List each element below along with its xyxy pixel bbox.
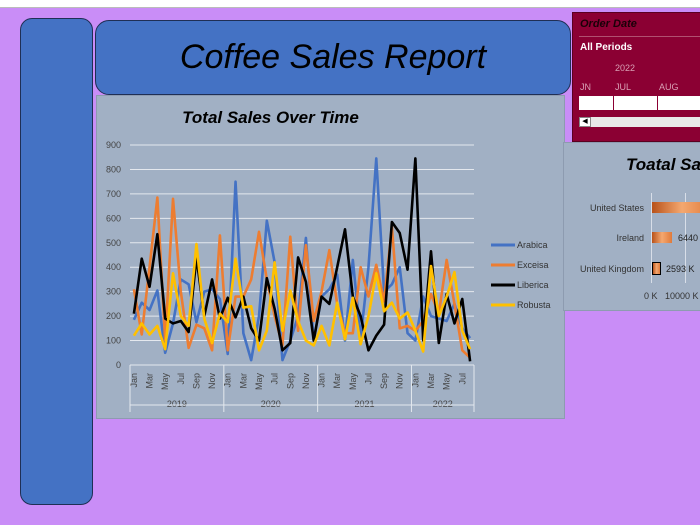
legend-label: Robusta	[517, 300, 551, 310]
country-bar	[652, 262, 661, 275]
y-tick-label: 300	[106, 287, 121, 297]
x-tick-label: Mar	[238, 373, 248, 389]
country-bar	[652, 232, 672, 243]
slicer-divider	[579, 36, 700, 37]
year-label: 2021	[355, 399, 375, 409]
year-label: 2019	[167, 399, 187, 409]
column-ruler	[0, 0, 700, 8]
slicer-month[interactable]: AUG	[659, 82, 679, 92]
report-title: Coffee Sales Report	[179, 38, 487, 76]
y-tick-label: 700	[106, 189, 121, 199]
line-chart-svg: 0 100 200 300 400 500 600 700 800 900 Jan Mar May Jul…	[106, 140, 551, 412]
slicer-year: 2022	[615, 63, 636, 73]
slicer-selection: All Periods	[580, 42, 633, 53]
x-tick-label: Jan	[317, 373, 327, 388]
axis-tick: 10000 K	[665, 291, 699, 301]
x-tick-label: May	[348, 373, 358, 391]
country-label: United Kingdom	[579, 264, 644, 274]
y-tick-label: 100	[106, 336, 121, 346]
x-tick-label: Nov	[301, 373, 311, 390]
x-tick-label: Jul	[457, 373, 467, 385]
navigation-panel	[20, 18, 93, 505]
x-tick-label: Jul	[176, 373, 186, 385]
slicer-scrollbar[interactable]: ◀	[579, 117, 700, 127]
y-tick-label: 200	[106, 311, 121, 321]
x-tick-label: May	[254, 373, 264, 391]
x-tick-label: Jan	[129, 373, 139, 388]
country-value: 6440	[678, 233, 699, 243]
chart-title: Total Sales Over Time	[182, 108, 359, 127]
series-line-robusta	[132, 242, 472, 353]
slicer-timeline-cells[interactable]	[579, 96, 700, 110]
country-chart-title: Toatal Sa	[626, 155, 700, 174]
country-bar	[652, 202, 700, 213]
legend-label: Arabica	[517, 240, 548, 250]
x-tick-label: Mar	[332, 373, 342, 389]
country-label: Ireland	[616, 233, 644, 243]
y-tick-label: 900	[106, 140, 121, 150]
x-tick-label: May	[442, 373, 452, 391]
x-tick-label: Sep	[285, 373, 295, 389]
x-tick-label: Mar	[145, 373, 155, 389]
total-sales-by-country-chart[interactable]: Toatal Sa United States Ireland 6440 Uni…	[563, 142, 700, 311]
x-tick-label: Jan	[223, 373, 233, 388]
legend-label: Exceisa	[517, 260, 549, 270]
order-date-slicer[interactable]: Order Date All Periods 2022 JN JUL AUG ◀	[572, 12, 700, 142]
sales-over-time-chart[interactable]: Total Sales Over Time 0 100 200 300 400 500 60…	[96, 95, 565, 419]
y-tick-label: 400	[106, 262, 121, 272]
x-tick-label: Jul	[363, 373, 373, 385]
x-tick-label: Jan	[410, 373, 420, 388]
x-tick-label: Jul	[270, 373, 280, 385]
x-tick-label: Sep	[191, 373, 201, 389]
slicer-header: Order Date	[580, 18, 637, 30]
country-value: 2593 K	[666, 264, 695, 274]
x-tick-label: Nov	[207, 373, 217, 390]
y-tick-label: 800	[106, 164, 121, 174]
report-title-box: Coffee Sales Report	[95, 20, 571, 95]
x-tick-label: May	[160, 373, 170, 391]
slicer-month[interactable]: JN	[580, 82, 591, 92]
axis-tick: 0 K	[644, 291, 658, 301]
year-label: 2022	[433, 399, 453, 409]
scroll-left-icon[interactable]: ◀	[579, 117, 591, 127]
y-tick-label: 500	[106, 238, 121, 248]
slicer-month[interactable]: JUL	[615, 82, 632, 92]
y-tick-label: 600	[106, 213, 121, 223]
legend-label: Liberica	[517, 280, 549, 290]
x-tick-label: Nov	[395, 373, 405, 390]
year-label: 2020	[261, 399, 281, 409]
country-label: United States	[589, 203, 644, 213]
y-tick-label: 0	[116, 360, 121, 370]
x-tick-label: Sep	[379, 373, 389, 389]
x-tick-label: Mar	[426, 373, 436, 389]
